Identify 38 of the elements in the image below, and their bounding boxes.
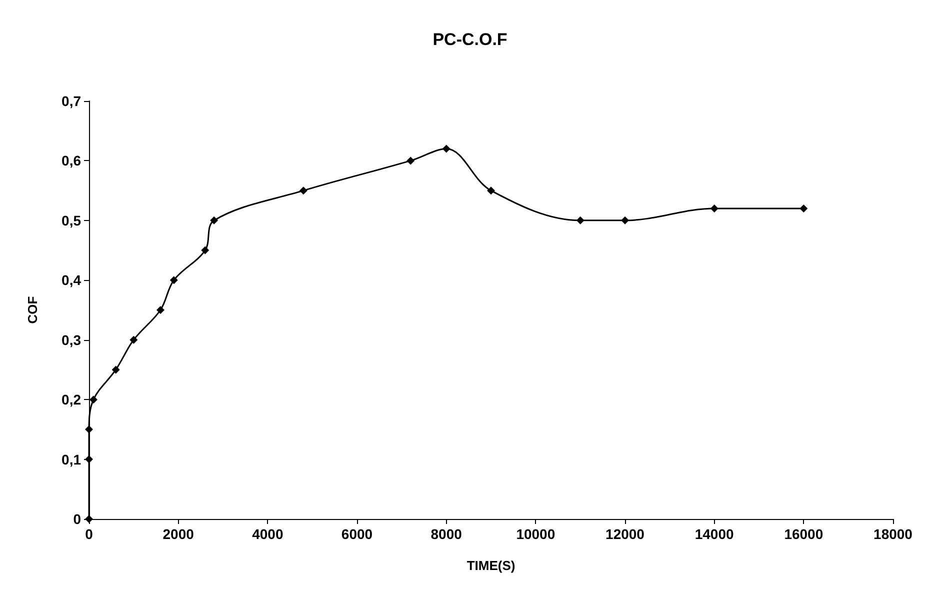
x-tick-label: 4000	[252, 526, 284, 542]
point	[112, 366, 120, 374]
point	[130, 336, 138, 344]
x-tick-label: 18000	[874, 526, 913, 542]
y-tick-label: 0,5	[62, 212, 82, 228]
x-tick-label: 10000	[516, 526, 556, 542]
point	[442, 144, 450, 153]
point	[710, 204, 718, 212]
x-tick-label: 8000	[430, 526, 462, 542]
point	[210, 216, 218, 224]
x-tick-label: 14000	[694, 526, 734, 542]
y-tick-label: 0,1	[62, 451, 82, 468]
y-tick-label: 0,2	[62, 392, 82, 408]
point	[299, 186, 308, 195]
point	[800, 204, 808, 212]
point	[85, 455, 93, 464]
x-tick-label: 2000	[162, 526, 194, 542]
y-tick-label: 0,4	[62, 272, 82, 288]
point	[201, 246, 210, 254]
x-tick-label: 6000	[341, 526, 373, 542]
point	[85, 425, 93, 434]
y-tick-label: 0	[73, 511, 82, 527]
y-tick-label: 0,7	[62, 93, 82, 109]
point	[621, 216, 629, 224]
point	[89, 396, 98, 404]
x-axis-title: TIME(S)	[466, 558, 516, 573]
point	[156, 306, 164, 314]
chart-title: PC-C.O.F	[432, 30, 508, 49]
point	[487, 186, 495, 195]
y-axis-title: COF	[25, 296, 40, 324]
y-tick-label: 0,6	[62, 152, 82, 169]
point	[170, 276, 178, 284]
y-tick-label: 0,3	[62, 332, 82, 348]
x-tick-label: 16000	[784, 526, 824, 542]
x-tick-label: 12000	[606, 526, 645, 542]
point	[576, 216, 584, 224]
point	[406, 156, 415, 165]
x-tick-label: 0	[85, 526, 94, 542]
